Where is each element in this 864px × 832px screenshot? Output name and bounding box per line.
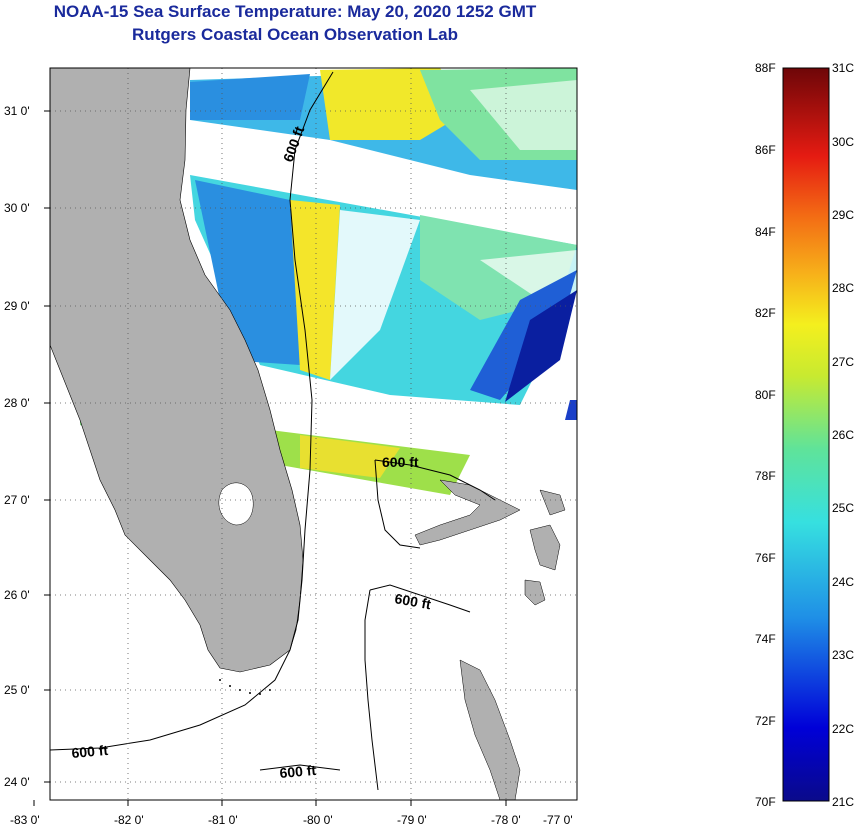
axis-ticks [33, 110, 507, 806]
colorbar-celsius-label: 30C [832, 135, 854, 149]
map-title: NOAA-15 Sea Surface Temperature: May 20,… [53, 2, 537, 21]
colorbar-celsius-label: 22C [832, 722, 854, 736]
colorbar-celsius-label: 28C [832, 281, 854, 295]
colorbar-fahrenheit-label: 76F [755, 551, 776, 565]
lat-tick-label: 24 0' [4, 775, 30, 789]
lon-tick-label: -79 0' [397, 813, 427, 827]
lon-tick-label: -81 0' [208, 813, 238, 827]
contour-label: 600 ft [279, 762, 317, 781]
colorbar-celsius-label: 29C [832, 208, 854, 222]
contour-label: 600 ft [71, 742, 109, 761]
colorbar-fahrenheit-label: 84F [755, 225, 776, 239]
sst-data-layer [50, 68, 577, 495]
contour-label: 600 ft [382, 454, 419, 470]
lat-tick-label: 31 0' [4, 104, 30, 118]
colorbar-celsius-label: 24C [832, 575, 854, 589]
lat-tick-label: 30 0' [4, 201, 30, 215]
lon-tick-label: -80 0' [303, 813, 333, 827]
lat-tick-label: 27 0' [4, 493, 30, 507]
contour-label: 600 ft [393, 590, 432, 612]
colorbar-celsius-label: 25C [832, 501, 854, 515]
colorbar-celsius-label: 31C [832, 61, 854, 75]
map-graticule [50, 68, 577, 800]
lon-tick-label: -83 0' [10, 813, 40, 827]
temperature-colorbar [782, 67, 830, 802]
colorbar-fahrenheit-label: 74F [755, 632, 776, 646]
colorbar-fahrenheit-label: 70F [755, 795, 776, 809]
colorbar-fahrenheit-label: 82F [755, 306, 776, 320]
map-subtitle: Rutgers Coastal Ocean Observation Lab [132, 25, 458, 44]
lat-tick-label: 29 0' [4, 299, 30, 313]
lon-tick-label: -77 0' [543, 813, 573, 827]
colorbar-fahrenheit-label: 78F [755, 469, 776, 483]
lon-tick-label: -78 0' [491, 813, 521, 827]
bahamas-islands [414, 479, 566, 801]
colorbar-celsius-label: 27C [832, 355, 854, 369]
colorbar-celsius-label: 26C [832, 428, 854, 442]
colorbar-celsius-label: 21C [832, 795, 854, 809]
colorbar-fahrenheit-label: 72F [755, 714, 776, 728]
lat-tick-label: 26 0' [4, 588, 30, 602]
lat-tick-label: 25 0' [4, 683, 30, 697]
lake-okeechobee [218, 482, 254, 526]
map-frame [49, 67, 578, 801]
lon-tick-label: -82 0' [114, 813, 144, 827]
colorbar-fahrenheit-label: 88F [755, 61, 776, 75]
colorbar-celsius-label: 23C [832, 648, 854, 662]
colorbar-fahrenheit-label: 80F [755, 388, 776, 402]
lat-tick-label: 28 0' [4, 396, 30, 410]
colorbar-fahrenheit-label: 86F [755, 143, 776, 157]
florida-keys [219, 679, 271, 695]
